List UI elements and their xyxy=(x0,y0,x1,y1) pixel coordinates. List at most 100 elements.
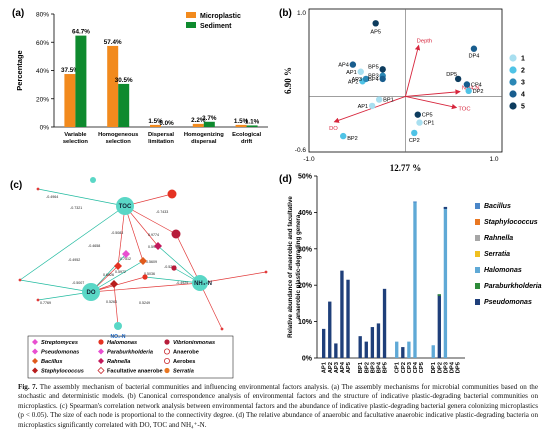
legend-label: Anaerobe xyxy=(173,350,199,356)
env-hub-node-extra xyxy=(90,177,96,183)
panel-d-chart: (d) 0% 10% 20% 30% 40% 50% Relative abundance o… xyxy=(279,174,542,374)
edge-weight-label: -0.5007 xyxy=(72,281,84,285)
legend-swatch xyxy=(475,299,480,305)
panel-a-chart: (a) 0% 20% 40% 60% 80% Percentage 37.5% 64.7% Var… xyxy=(12,8,268,145)
legend-marker xyxy=(97,366,105,375)
genus-node xyxy=(110,280,118,288)
legend-label: Serratia xyxy=(484,251,510,258)
bar-value-label: 3.7% xyxy=(202,115,217,122)
x-category-label: CP5 xyxy=(419,361,425,373)
legend-marker xyxy=(98,358,104,364)
x-category-label: CP4 xyxy=(413,361,419,373)
edge-weight-label: -0.5235 xyxy=(164,265,176,269)
edge-weight-label: -0.4929 xyxy=(176,281,188,285)
panel-label: (d) xyxy=(279,174,292,185)
correlation-edge xyxy=(113,283,119,327)
bar xyxy=(334,343,338,358)
sample-point xyxy=(465,87,472,95)
x-category-label: selection xyxy=(63,139,89,145)
bar xyxy=(376,323,381,358)
x-category-label: AP5 xyxy=(346,361,352,373)
edge-weight-label: -0.7433 xyxy=(156,210,168,214)
bar-value-label: 64.7% xyxy=(72,29,90,36)
x-tick-label: -1.0 xyxy=(303,156,315,163)
sample-label: CP5 xyxy=(422,113,433,119)
legend-label: Staphylococcus xyxy=(484,219,538,226)
genus-node xyxy=(171,229,181,239)
legend-label: Pseudomonas xyxy=(41,350,79,356)
env-hub-label: DO xyxy=(87,290,96,296)
sample-point xyxy=(414,111,421,118)
legend-swatch xyxy=(186,12,196,18)
x-category-label: selection xyxy=(106,139,132,145)
x-category-label: DP1 xyxy=(431,361,437,373)
sample-label: BP4 xyxy=(368,77,379,83)
sample-point xyxy=(463,81,471,88)
legend-label: 1 xyxy=(521,56,525,63)
correlation-edge xyxy=(90,260,144,293)
legend-marker xyxy=(98,339,104,345)
legend-label: Bacillus xyxy=(41,359,62,365)
bar xyxy=(328,301,332,358)
edge-weight-label: 0.5263 xyxy=(106,300,117,304)
sample-label: CP4 xyxy=(471,82,482,88)
legend-label: Halomonas xyxy=(107,340,137,346)
sample-label: AP1 xyxy=(358,104,369,110)
legend-dot xyxy=(509,66,517,74)
bar-sediment xyxy=(203,121,215,127)
legend-marker xyxy=(32,367,38,374)
bar-value-label: 0.0% xyxy=(159,120,174,127)
correlation-edge xyxy=(19,279,92,293)
panel-label: (a) xyxy=(12,8,24,19)
bar-microplastic xyxy=(64,74,76,127)
sample-point xyxy=(416,119,423,126)
legend-marker xyxy=(32,348,38,355)
legend-swatch xyxy=(475,267,480,273)
edge-weight-label: 0.5972 xyxy=(115,270,126,274)
x-category-label: DP2 xyxy=(437,362,443,373)
bar xyxy=(401,347,405,358)
legend-label: Streptomyces xyxy=(41,340,78,346)
bar-sediment xyxy=(246,125,258,127)
genus-node xyxy=(264,270,268,274)
bar-microplastic xyxy=(107,45,119,127)
bar-value-label: 1.5% xyxy=(148,118,163,125)
genus-node xyxy=(171,265,177,271)
x-category-label: limitation xyxy=(148,139,174,145)
edge-weight-label: 0.5609 xyxy=(146,260,157,264)
x-category-label: BP1 xyxy=(358,361,364,373)
legend-dot xyxy=(509,78,517,86)
figure-caption: Fig. 7. The assembly mechanism of bacter… xyxy=(18,383,538,430)
legend-marker xyxy=(163,357,170,364)
x-category-label: dispersal xyxy=(191,139,217,145)
legend-swatch xyxy=(475,203,480,209)
sample-point xyxy=(411,129,418,137)
genus-node xyxy=(122,250,130,258)
x-category-label: AP4 xyxy=(340,361,346,373)
legend-label: 5 xyxy=(521,104,525,111)
env-arrow xyxy=(405,44,421,97)
sample-label: AP2 xyxy=(348,79,359,85)
sample-label: AP4 xyxy=(338,63,349,69)
genus-node xyxy=(142,274,148,280)
x-category-label: DP3 xyxy=(443,361,449,373)
legend-label: Staphylococcus xyxy=(41,369,84,375)
correlation-edge xyxy=(199,282,223,330)
legend-label: Facultative anaerobe xyxy=(107,369,163,375)
edge-weight-label: 0.9774 xyxy=(148,233,159,237)
legend-label: 3 xyxy=(521,80,525,87)
genus-node xyxy=(154,242,162,250)
sample-point xyxy=(362,75,370,83)
edge-weight-label: -0.4964 xyxy=(46,195,58,199)
legend-label: Paraburkholderia xyxy=(107,350,153,356)
sample-label: CP2 xyxy=(409,138,420,144)
bar-segment xyxy=(443,206,448,209)
y-tick-label: 10% xyxy=(298,319,313,326)
sample-label: BP2 xyxy=(347,136,358,142)
edge-weight-label: -0.4658 xyxy=(88,244,100,248)
legend-swatch xyxy=(475,235,480,241)
bar xyxy=(413,201,417,358)
x-category-label: AP1 xyxy=(322,361,328,373)
bar-microplastic xyxy=(150,124,161,127)
sample-label: DP2 xyxy=(473,89,484,95)
